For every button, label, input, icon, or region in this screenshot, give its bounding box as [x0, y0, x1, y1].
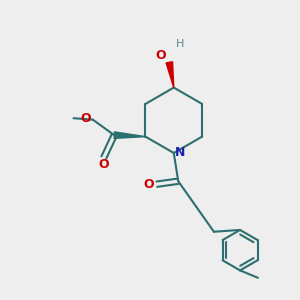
Text: O: O: [98, 158, 109, 171]
Polygon shape: [166, 62, 174, 88]
Text: O: O: [156, 49, 166, 62]
Text: N: N: [175, 146, 185, 160]
Text: H: H: [176, 39, 184, 49]
Text: O: O: [143, 178, 154, 191]
Text: O: O: [80, 112, 91, 125]
Polygon shape: [114, 132, 146, 138]
